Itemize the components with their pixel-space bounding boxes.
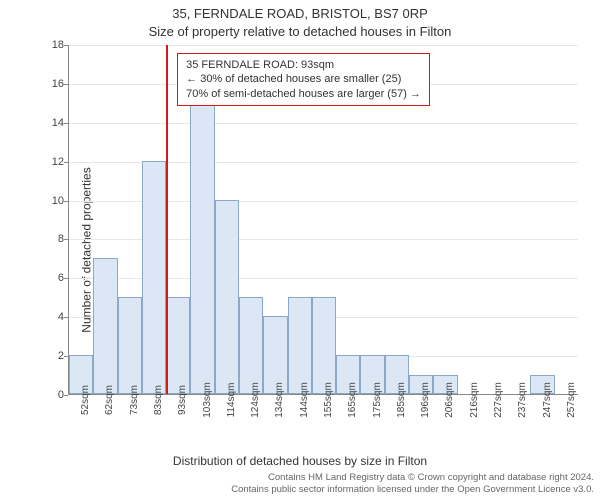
x-tick-label: 134sqm	[274, 382, 285, 418]
y-tick-mark	[64, 239, 68, 240]
y-tick-label: 10	[24, 195, 64, 207]
y-tick-label: 2	[24, 350, 64, 362]
y-tick-label: 12	[24, 156, 64, 168]
x-tick-label: 257sqm	[566, 382, 577, 418]
y-tick-label: 6	[24, 272, 64, 284]
x-tick-label: 155sqm	[323, 382, 334, 418]
y-tick-label: 8	[24, 233, 64, 245]
x-tick-label: 144sqm	[299, 382, 310, 418]
y-tick-mark	[64, 356, 68, 357]
y-tick-label: 14	[24, 117, 64, 129]
y-tick-mark	[64, 45, 68, 46]
x-tick-label: 103sqm	[202, 382, 213, 418]
x-tick-label: 83sqm	[153, 385, 164, 415]
x-tick-label: 52sqm	[80, 385, 91, 415]
x-tick-label: 185sqm	[396, 382, 407, 418]
x-axis-label: Distribution of detached houses by size …	[0, 454, 600, 468]
chart-title-sub: Size of property relative to detached ho…	[0, 24, 600, 39]
chart-title-main: 35, FERNDALE ROAD, BRISTOL, BS7 0RP	[0, 6, 600, 21]
x-tick-label: 196sqm	[420, 382, 431, 418]
x-tick-label: 247sqm	[542, 382, 553, 418]
x-tick-label: 73sqm	[129, 385, 140, 415]
y-tick-mark	[64, 395, 68, 396]
reference-line	[166, 45, 168, 394]
footer-line-2: Contains public sector information licen…	[231, 484, 594, 495]
y-tick-mark	[64, 123, 68, 124]
x-tick-label: 227sqm	[493, 382, 504, 418]
y-tick-label: 4	[24, 311, 64, 323]
x-tick-label: 124sqm	[250, 382, 261, 418]
y-tick-label: 16	[24, 78, 64, 90]
footer-attribution: Contains HM Land Registry data © Crown c…	[231, 472, 594, 496]
y-tick-mark	[64, 201, 68, 202]
x-tick-label: 93sqm	[177, 385, 188, 415]
y-tick-label: 0	[24, 389, 64, 401]
x-tick-label: 216sqm	[469, 382, 480, 418]
x-tick-label: 175sqm	[372, 382, 383, 418]
marker-info-line: 70% of semi-detached houses are larger (…	[186, 87, 421, 101]
y-tick-mark	[64, 278, 68, 279]
y-tick-label: 18	[24, 39, 64, 51]
x-tick-label: 237sqm	[517, 382, 528, 418]
x-tick-label: 114sqm	[226, 383, 237, 418]
x-tick-label: 165sqm	[347, 382, 358, 418]
marker-info-line: ← 30% of detached houses are smaller (25…	[186, 72, 421, 86]
marker-info-box: 35 FERNDALE ROAD: 93sqm← 30% of detached…	[177, 53, 430, 106]
x-tick-label: 62sqm	[104, 385, 115, 415]
footer-line-1: Contains HM Land Registry data © Crown c…	[268, 472, 594, 483]
marker-info-line: 35 FERNDALE ROAD: 93sqm	[186, 58, 421, 72]
x-tick-label: 206sqm	[444, 382, 455, 418]
y-tick-mark	[64, 317, 68, 318]
y-tick-mark	[64, 84, 68, 85]
y-tick-mark	[64, 162, 68, 163]
